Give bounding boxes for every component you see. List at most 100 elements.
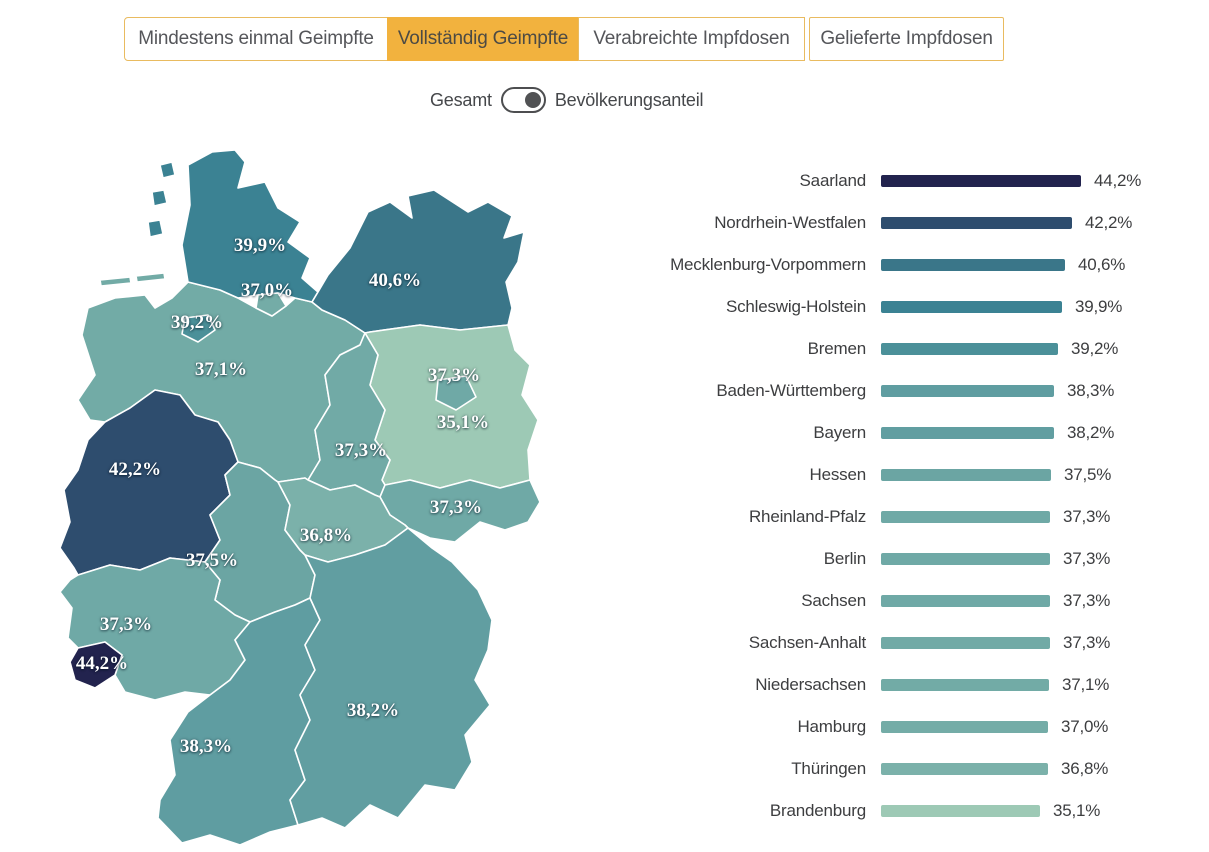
state-bar [881, 217, 1072, 229]
map-state-berlin[interactable] [435, 375, 477, 411]
map-value-label-saarland: 44,2% [76, 653, 128, 674]
state-value-label: 37,1% [1062, 675, 1110, 694]
state-name-label: Berlin [823, 549, 866, 568]
state-bar-chart: Saarland 44,2% Nordrhein-Westfalen 42,2% Mec… [590, 160, 1200, 832]
map-value-label-bayern: 38,2% [347, 700, 399, 721]
state-value-label: 38,2% [1067, 423, 1115, 442]
state-name-label: Brandenburg [769, 801, 866, 820]
map-value-label-nordrhein-westfalen: 42,2% [109, 459, 161, 480]
state-name-label: Baden-Württemberg [716, 381, 866, 400]
bar-row-brandenburg: Brandenburg 35,1% [590, 790, 1200, 832]
toggle-label-gesamt[interactable]: Gesamt [430, 89, 492, 110]
bar-row-baden-wuerttemberg: Baden-Württemberg 38,3% [590, 370, 1200, 412]
tab-vollstaendig-geimpfte[interactable]: Vollständig Geimpfte [387, 17, 579, 61]
state-bar [881, 637, 1050, 649]
state-bar [881, 343, 1058, 355]
map-value-label-schleswig-holstein: 39,9% [234, 235, 286, 256]
state-name-label: Nordrhein-Westfalen [714, 213, 866, 232]
state-value-label: 40,6% [1078, 255, 1126, 274]
bar-row-berlin: Berlin 37,3% [590, 538, 1200, 580]
state-value-label: 37,3% [1063, 633, 1111, 652]
state-name-label: Bayern [813, 423, 866, 442]
state-value-label: 37,5% [1064, 465, 1112, 484]
map-value-label-hamburg: 37,0% [241, 280, 293, 301]
map-value-label-mecklenburg-vorpommern: 40,6% [369, 270, 421, 291]
view-mode-toggle-row: Gesamt Bevölkerungsanteil [430, 86, 704, 114]
state-name-label: Hamburg [797, 717, 866, 736]
map-state-hamburg[interactable] [255, 292, 287, 317]
map-island [99, 276, 132, 287]
tab-verabreichte-impfdosen[interactable]: Verabreichte Impfdosen [578, 17, 805, 61]
map-value-label-sachsen-anhalt: 37,3% [335, 440, 387, 461]
state-name-label: Bremen [807, 339, 867, 358]
state-name-label: Sachsen [801, 591, 866, 610]
map-value-label-brandenburg: 35,1% [437, 412, 489, 433]
bar-row-hamburg: Hamburg 37,0% [590, 706, 1200, 748]
state-bar [881, 553, 1050, 565]
map-island [159, 161, 176, 179]
map-state-mecklenburg-vorpommern[interactable] [311, 189, 525, 334]
tab-mindestens-einmal-geimpfte[interactable]: Mindestens einmal Geimpfte [124, 17, 388, 61]
toggle-label-bevoelkerungsanteil[interactable]: Bevölkerungsanteil [554, 89, 704, 110]
state-value-label: 38,3% [1067, 381, 1115, 400]
bar-row-mecklenburg-vorpommern: Mecklenburg-Vorpommern 40,6% [590, 244, 1200, 286]
state-name-label: Niedersachsen [755, 675, 866, 694]
bar-row-schleswig-holstein: Schleswig-Holstein 39,9% [590, 286, 1200, 328]
gesamt-bevoelkerungsanteil-switch[interactable] [500, 87, 546, 113]
state-bar [881, 679, 1049, 691]
bar-row-niedersachsen: Niedersachsen 37,1% [590, 664, 1200, 706]
state-value-label: 37,0% [1061, 717, 1109, 736]
state-name-label: Thüringen [791, 759, 866, 778]
map-value-label-thueringen: 36,8% [300, 525, 352, 546]
state-name-label: Saarland [799, 171, 867, 190]
tab-gelieferte-impfdosen[interactable]: Gelieferte Impfdosen [809, 17, 1004, 61]
state-name-label: Hessen [809, 465, 867, 484]
bar-row-bremen: Bremen 39,2% [590, 328, 1200, 370]
map-value-label-niedersachsen: 37,1% [195, 359, 247, 380]
state-value-label: 42,2% [1085, 213, 1133, 232]
state-bar [881, 805, 1040, 817]
state-name-label: Rheinland-Pfalz [748, 507, 866, 526]
map-state-bayern[interactable] [289, 527, 493, 829]
bar-row-sachsen-anhalt: Sachsen-Anhalt 37,3% [590, 622, 1200, 664]
state-bar [881, 595, 1050, 607]
map-value-label-berlin: 37,3% [428, 365, 480, 386]
state-bar [881, 385, 1054, 397]
state-name-label: Sachsen-Anhalt [748, 633, 866, 652]
map-value-label-rheinland-pfalz: 37,3% [100, 614, 152, 635]
bar-row-bayern: Bayern 38,2% [590, 412, 1200, 454]
map-island [151, 189, 168, 207]
map-value-label-hessen: 37,5% [186, 550, 238, 571]
bar-row-thueringen: Thüringen 36,8% [590, 748, 1200, 790]
map-value-label-baden-wuerttemberg: 38,3% [180, 736, 232, 757]
state-bar [881, 301, 1062, 313]
state-value-label: 39,9% [1075, 297, 1123, 316]
state-bar [881, 511, 1050, 523]
bar-row-rheinland-pfalz: Rheinland-Pfalz 37,3% [590, 496, 1200, 538]
map-value-label-bremen: 39,2% [171, 312, 223, 333]
state-bar [881, 259, 1065, 271]
map-island [147, 219, 164, 238]
state-value-label: 36,8% [1061, 759, 1109, 778]
state-value-label: 44,2% [1094, 171, 1142, 190]
state-bar [881, 175, 1081, 187]
state-value-label: 37,3% [1063, 591, 1111, 610]
bar-row-nordrhein-westfalen: Nordrhein-Westfalen 42,2% [590, 202, 1200, 244]
state-bar [881, 427, 1054, 439]
state-value-label: 35,1% [1053, 801, 1101, 820]
state-bar [881, 469, 1051, 481]
state-bar [881, 721, 1048, 733]
germany-choropleth-map: 37,1% 39,9% 40,6% 35,1% 37,3% 42,2% 37,3% 37,5%… [60, 150, 541, 846]
bar-row-saarland: Saarland 44,2% [590, 160, 1200, 202]
bar-row-sachsen: Sachsen 37,3% [590, 580, 1200, 622]
state-name-label: Schleswig-Holstein [725, 297, 866, 316]
switch-knob[interactable] [524, 92, 541, 108]
state-name-label: Mecklenburg-Vorpommern [670, 255, 866, 274]
map-state-saarland[interactable] [69, 641, 123, 689]
map-state-bremen[interactable] [181, 314, 216, 343]
state-bar [881, 763, 1048, 775]
state-value-label: 39,2% [1071, 339, 1119, 358]
metric-tab-bar: Mindestens einmal Geimpfte Vollständig G… [124, 17, 1004, 61]
map-state-thueringen[interactable] [277, 477, 409, 563]
